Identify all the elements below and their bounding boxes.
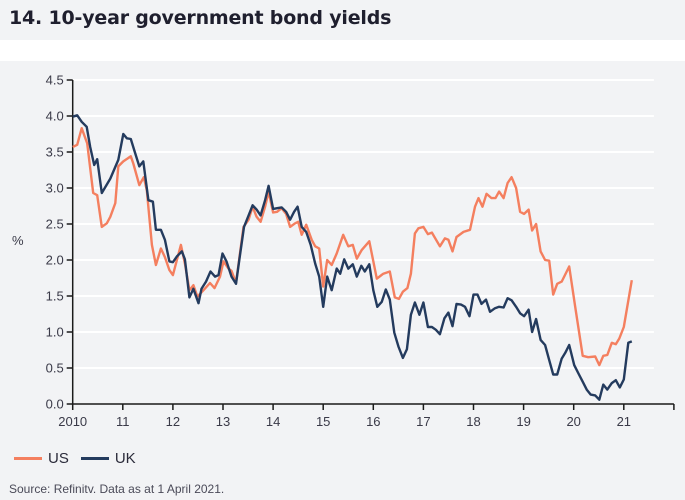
title-bar: 14. 10-year government bond yields: [0, 0, 685, 40]
legend-item-us: US: [14, 450, 69, 467]
x-tick-label: 17: [416, 414, 430, 429]
y-tick-label: 1.5: [46, 289, 64, 304]
y-tick-label: 0.0: [46, 397, 64, 412]
y-tick-label: 2.5: [46, 217, 64, 232]
source-note: Source: Refinitv. Data as at 1 April 202…: [9, 482, 225, 496]
x-tick-label: 16: [366, 414, 380, 429]
legend-label-us: US: [48, 450, 69, 467]
legend-swatch-uk: [80, 457, 109, 460]
legend-item-uk: UK: [80, 450, 136, 467]
y-tick-label: 1.0: [46, 325, 64, 340]
y-tick-label: 2.0: [46, 253, 64, 268]
y-tick-label: 0.5: [46, 361, 64, 376]
y-axis-label: %: [12, 233, 24, 248]
y-tick-label: 4.5: [46, 73, 64, 88]
legend-swatch-us: [14, 457, 42, 460]
x-tick-label: 12: [166, 414, 180, 429]
series-line-uk: [72, 114, 633, 401]
y-tick-label: 3.0: [46, 181, 64, 196]
y-tick-label: 3.5: [46, 145, 64, 160]
x-tick-label: 18: [466, 414, 480, 429]
x-tick-label: 13: [216, 414, 230, 429]
series-line-us: [72, 126, 633, 367]
x-tick-label: 2010: [58, 414, 87, 429]
legend: US UK: [14, 450, 136, 467]
x-tick-label: 20: [566, 414, 580, 429]
x-tick-label: 14: [266, 414, 280, 429]
x-tick-label: 19: [516, 414, 530, 429]
x-tick-label: 21: [617, 414, 631, 429]
x-tick-label: 11: [116, 414, 130, 429]
legend-label-uk: UK: [114, 450, 136, 467]
chart-title: 14. 10-year government bond yields: [9, 7, 392, 29]
y-tick-label: 4.0: [46, 109, 64, 124]
x-tick-label: 15: [316, 414, 330, 429]
